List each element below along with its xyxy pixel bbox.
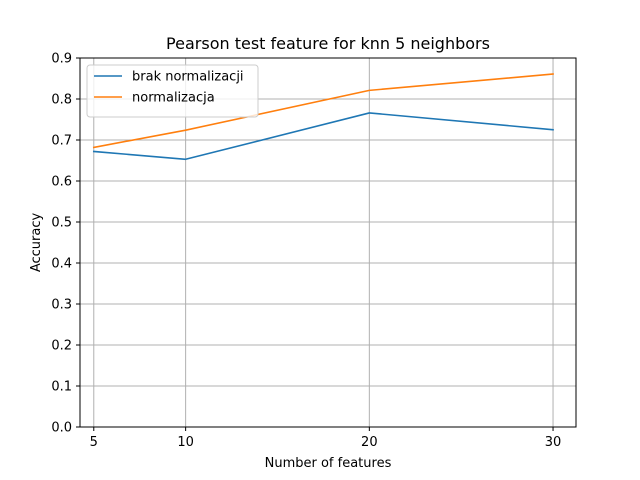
legend-box [86, 64, 259, 118]
y-tick-label: 0.6 [51, 175, 72, 190]
y-tick-label: 0.9 [51, 52, 72, 67]
series-line-1 [92, 112, 554, 161]
x-tick-label: 10 [177, 435, 194, 450]
y-tick-label: 0.8 [51, 93, 72, 108]
y-tick-label: 0.3 [51, 298, 72, 313]
x-tick-label: 30 [545, 435, 562, 450]
x-tick-label: 5 [90, 435, 98, 450]
x-tick-label: 20 [361, 435, 378, 450]
plot-frame [79, 57, 577, 428]
y-axis-label: Accuracy [29, 213, 44, 273]
series-line-2 [92, 73, 554, 149]
legend: brak normalizacji normalizacja [86, 64, 259, 118]
y-tick-label: 0.2 [51, 339, 72, 354]
y-tick-label: 0.1 [51, 380, 72, 395]
series-lines [92, 73, 554, 161]
x-axis-label: Number of features [265, 456, 392, 471]
y-tick-label: 0.4 [51, 257, 72, 272]
y-tick-label: 0.7 [51, 134, 72, 149]
axis-ticks: 5 10 20 30 0.0 0.1 0.2 0.3 0.4 0.5 0.6 0.7 0.8 0.9 [51, 52, 561, 451]
y-tick-label: 0.0 [51, 421, 72, 436]
legend-label-1: brak normalizacji [132, 70, 244, 85]
chart-title: Pearson test feature for knn 5 neighbors [166, 34, 490, 53]
y-tick-label: 0.5 [51, 216, 72, 231]
legend-label-2: normalizacja [132, 91, 215, 106]
